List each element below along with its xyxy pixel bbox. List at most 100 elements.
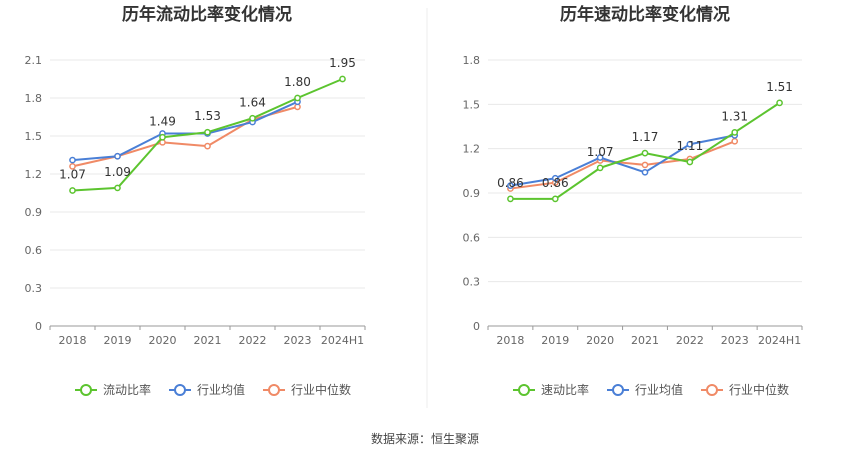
y-tick-label: 1.8 bbox=[463, 54, 481, 67]
data-label: 0.86 bbox=[542, 176, 569, 190]
x-tick-label: 2023 bbox=[721, 334, 749, 347]
data-point bbox=[596, 154, 604, 161]
data-point bbox=[69, 187, 76, 194]
data-point bbox=[641, 168, 649, 176]
y-tick-label: 0.9 bbox=[463, 187, 481, 200]
legend-item: 行业均值 bbox=[607, 382, 683, 397]
legend-label: 行业中位数 bbox=[729, 382, 789, 397]
x-tick-label: 2018 bbox=[496, 334, 524, 347]
y-tick-label: 0 bbox=[35, 320, 42, 333]
x-tick-label: 2024H1 bbox=[758, 334, 801, 347]
data-point bbox=[731, 129, 739, 136]
data-label: 1.17 bbox=[632, 130, 659, 144]
data-point bbox=[551, 174, 559, 182]
data-point bbox=[204, 128, 211, 136]
y-tick-label: 0.6 bbox=[25, 244, 43, 257]
y-tick-label: 1.8 bbox=[25, 92, 43, 105]
legend-item: 行业中位数 bbox=[263, 382, 351, 397]
data-point bbox=[596, 164, 604, 172]
legend-label: 速动比率 bbox=[541, 382, 589, 397]
x-tick-label: 2018 bbox=[59, 334, 87, 347]
series-3 bbox=[69, 103, 301, 170]
series-1 bbox=[69, 75, 346, 194]
series-2 bbox=[507, 132, 739, 189]
data-point bbox=[69, 163, 76, 170]
chart-title: 历年流动比率变化情况 bbox=[122, 4, 292, 25]
data-point bbox=[204, 142, 211, 150]
legend-swatch-marker bbox=[612, 384, 624, 396]
y-tick-label: 2.1 bbox=[25, 54, 43, 67]
legend-label: 流动比率 bbox=[103, 382, 151, 397]
data-point bbox=[114, 152, 121, 160]
y-tick-label: 0 bbox=[473, 320, 480, 333]
data-point bbox=[507, 182, 514, 189]
data-label: 1.53 bbox=[194, 109, 221, 123]
data-point bbox=[641, 161, 649, 169]
chart-2: 历年速动比率变化情况 0 0.3 0.6 0.9 1.2 1.5 1.8 2018 2019 202… bbox=[463, 4, 803, 397]
data-label: 1.09 bbox=[104, 165, 131, 179]
x-tick-label: 2020 bbox=[586, 334, 614, 347]
series-1 bbox=[507, 99, 783, 203]
data-point bbox=[69, 156, 76, 164]
x-tick-label: 2021 bbox=[194, 334, 222, 347]
data-point bbox=[339, 75, 346, 83]
data-label: 1.51 bbox=[766, 80, 793, 94]
data-label: 1.31 bbox=[721, 109, 748, 123]
data-label: 1.07 bbox=[59, 167, 86, 181]
chart-1: 历年流动比率变化情况 0 0.3 0.6 0.9 1.2 1.5 1.8 2.1 2018 2019… bbox=[25, 4, 366, 397]
data-label: 1.11 bbox=[676, 139, 703, 153]
x-tick-label: 2022 bbox=[676, 334, 704, 347]
legend-item: 流动比率 bbox=[75, 382, 151, 397]
x-tick-label: 2023 bbox=[284, 334, 312, 347]
x-tick-label: 2019 bbox=[541, 334, 569, 347]
data-point bbox=[294, 94, 301, 102]
data-label: 1.07 bbox=[587, 145, 614, 159]
legend-swatch-marker bbox=[174, 384, 186, 396]
y-tick-label: 1.5 bbox=[463, 98, 481, 111]
legend-label: 行业中位数 bbox=[291, 382, 351, 397]
series-line bbox=[510, 134, 735, 187]
data-point bbox=[114, 184, 121, 192]
data-label: 1.95 bbox=[329, 56, 356, 70]
data-point bbox=[159, 133, 166, 141]
x-tick-label: 2019 bbox=[104, 334, 132, 347]
y-tick-label: 0.9 bbox=[25, 206, 43, 219]
y-tick-label: 1.5 bbox=[25, 130, 43, 143]
data-point bbox=[776, 99, 783, 107]
legend-swatch-marker bbox=[80, 384, 92, 396]
y-tick-label: 1.2 bbox=[463, 143, 481, 156]
data-point bbox=[249, 114, 256, 122]
y-tick-label: 1.2 bbox=[25, 168, 43, 181]
legend-swatch-marker bbox=[706, 384, 718, 396]
data-label: 0.86 bbox=[497, 176, 524, 190]
legend-item: 速动比率 bbox=[513, 382, 589, 397]
x-tick-label: 2021 bbox=[631, 334, 659, 347]
legend-label: 行业均值 bbox=[197, 382, 245, 397]
legend-item: 行业均值 bbox=[169, 382, 245, 397]
source-text: 数据来源：恒生聚源 bbox=[371, 431, 479, 446]
legend: 速动比率 行业均值 行业中位数 bbox=[513, 382, 789, 397]
legend: 流动比率 行业均值 行业中位数 bbox=[75, 382, 351, 397]
data-point bbox=[686, 140, 694, 148]
y-tick-label: 0.3 bbox=[25, 282, 43, 295]
data-label: 1.80 bbox=[284, 75, 311, 89]
y-tick-label: 0.6 bbox=[463, 231, 481, 244]
legend-swatch-marker bbox=[518, 384, 530, 396]
data-point bbox=[507, 195, 514, 203]
chart-title: 历年速动比率变化情况 bbox=[560, 4, 730, 25]
series-line bbox=[72, 105, 298, 168]
data-point bbox=[731, 137, 739, 145]
data-point bbox=[641, 149, 649, 157]
data-point bbox=[686, 158, 694, 166]
series-line bbox=[72, 100, 298, 162]
x-tick-label: 2020 bbox=[149, 334, 177, 347]
x-tick-label: 2024H1 bbox=[321, 334, 364, 347]
legend-label: 行业均值 bbox=[635, 382, 683, 397]
legend-item: 行业中位数 bbox=[701, 382, 789, 397]
data-label: 1.49 bbox=[149, 114, 176, 128]
x-tick-label: 2022 bbox=[239, 334, 267, 347]
data-point bbox=[551, 195, 559, 203]
y-tick-label: 0.3 bbox=[463, 276, 481, 289]
